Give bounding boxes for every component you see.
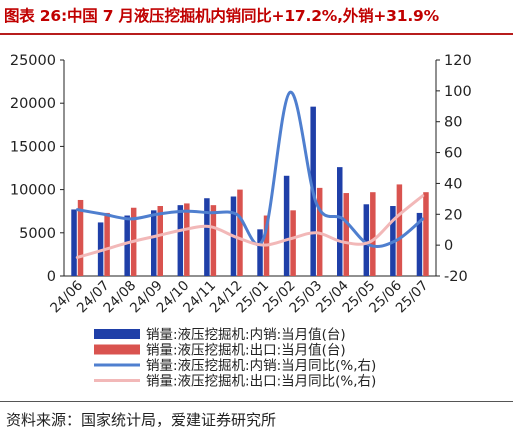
bar-export-sales [290,210,296,276]
legend-label: 销量:液压挖掘机:内销:当月值(台) [146,327,346,343]
left-tick-label: 5000 [19,226,56,242]
right-tick-label: 100 [444,84,472,100]
bar-domestic-sales [204,198,210,276]
bar-export-sales [157,206,163,276]
legend-label: 销量:液压挖掘机:内销:当月同比(%,右) [146,358,376,374]
source-note: 资料来源：国家统计局，爱建证券研究所 [6,411,277,429]
right-tick-label: -20 [444,269,468,285]
source-divider [0,401,513,402]
right-tick-label: 60 [444,146,462,162]
bar-export-sales [343,193,349,276]
right-tick-label: 0 [444,238,453,254]
bar-domestic-sales [151,210,157,276]
legend-swatch-bar [94,344,140,355]
right-tick-label: 120 [444,53,472,69]
legend-label: 销量:液压挖掘机:出口:当月值(台) [146,343,346,359]
legend-swatch-bar [94,329,140,339]
bar-export-sales [184,203,190,276]
left-tick-label: 10000 [10,183,56,199]
chart-axes: 0 5000 10000 15000 20000 25000 -20 0 20 40 60 80 100… [10,53,472,285]
right-tick-label: 80 [444,115,462,131]
bar-domestic-sales [337,167,343,276]
chart-bars [71,106,429,276]
left-tick-label: 20000 [10,96,56,112]
chart-canvas: 0 5000 10000 15000 20000 25000 -20 0 20 40 60 80 100… [10,53,472,390]
legend-label: 销量:液压挖掘机:出口:当月同比(%,右) [146,374,376,390]
bar-export-sales [77,199,84,276]
line-export-yoy [75,194,425,259]
bar-export-sales [237,189,243,276]
chart-lines [75,90,425,259]
right-tick-label: 40 [444,176,462,192]
bar-domestic-sales [177,205,184,276]
line-domestic-yoy [75,90,425,249]
title-divider [0,33,513,35]
bar-export-sales [396,184,403,276]
chart-legend: 销量:液压挖掘机:内销:当月值(台)销量:液压挖掘机:出口:当月值(台)销量:液… [94,327,376,390]
bar-domestic-sales [283,175,290,276]
right-tick-label: 20 [444,207,462,223]
bar-domestic-sales [124,215,130,276]
bar-export-sales [210,205,217,276]
bar-domestic-sales [416,212,423,276]
figure-title: 图表 26:中国 7 月液压挖掘机内销同比+17.2%,外销+31.9% [4,7,439,25]
bar-export-sales [104,212,110,276]
left-tick-label: 15000 [10,139,56,155]
left-tick-label: 0 [47,269,56,285]
bar-export-sales [370,192,376,276]
left-tick-label: 25000 [10,53,56,69]
bar-domestic-sales [363,204,370,276]
bar-domestic-sales [257,229,263,276]
bar-export-sales [423,192,429,276]
x-axis-labels: 24/0624/0724/0824/0924/1024/1124/1225/01… [47,278,431,317]
bar-domestic-sales [71,209,77,276]
